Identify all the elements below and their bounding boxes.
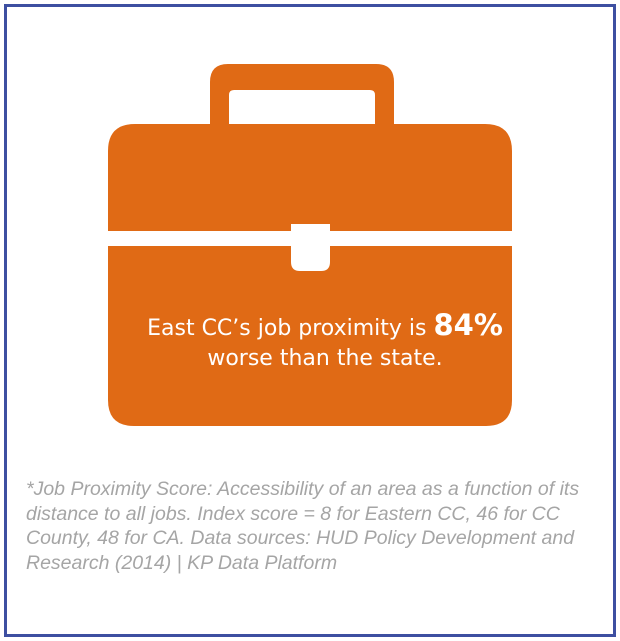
headline-value: 84%	[433, 308, 503, 342]
footnote: *Job Proximity Score: Accessibility of a…	[26, 478, 580, 574]
briefcase-lower	[108, 246, 512, 426]
briefcase-handle	[210, 64, 394, 124]
headline-prefix: East CC’s job proximity is	[147, 316, 434, 341]
headline-suffix: worse than the state.	[207, 346, 443, 371]
briefcase-upper	[108, 124, 512, 231]
briefcase-clasp	[291, 224, 330, 271]
headline: East CC’s job proximity is 84% worse tha…	[110, 310, 540, 374]
